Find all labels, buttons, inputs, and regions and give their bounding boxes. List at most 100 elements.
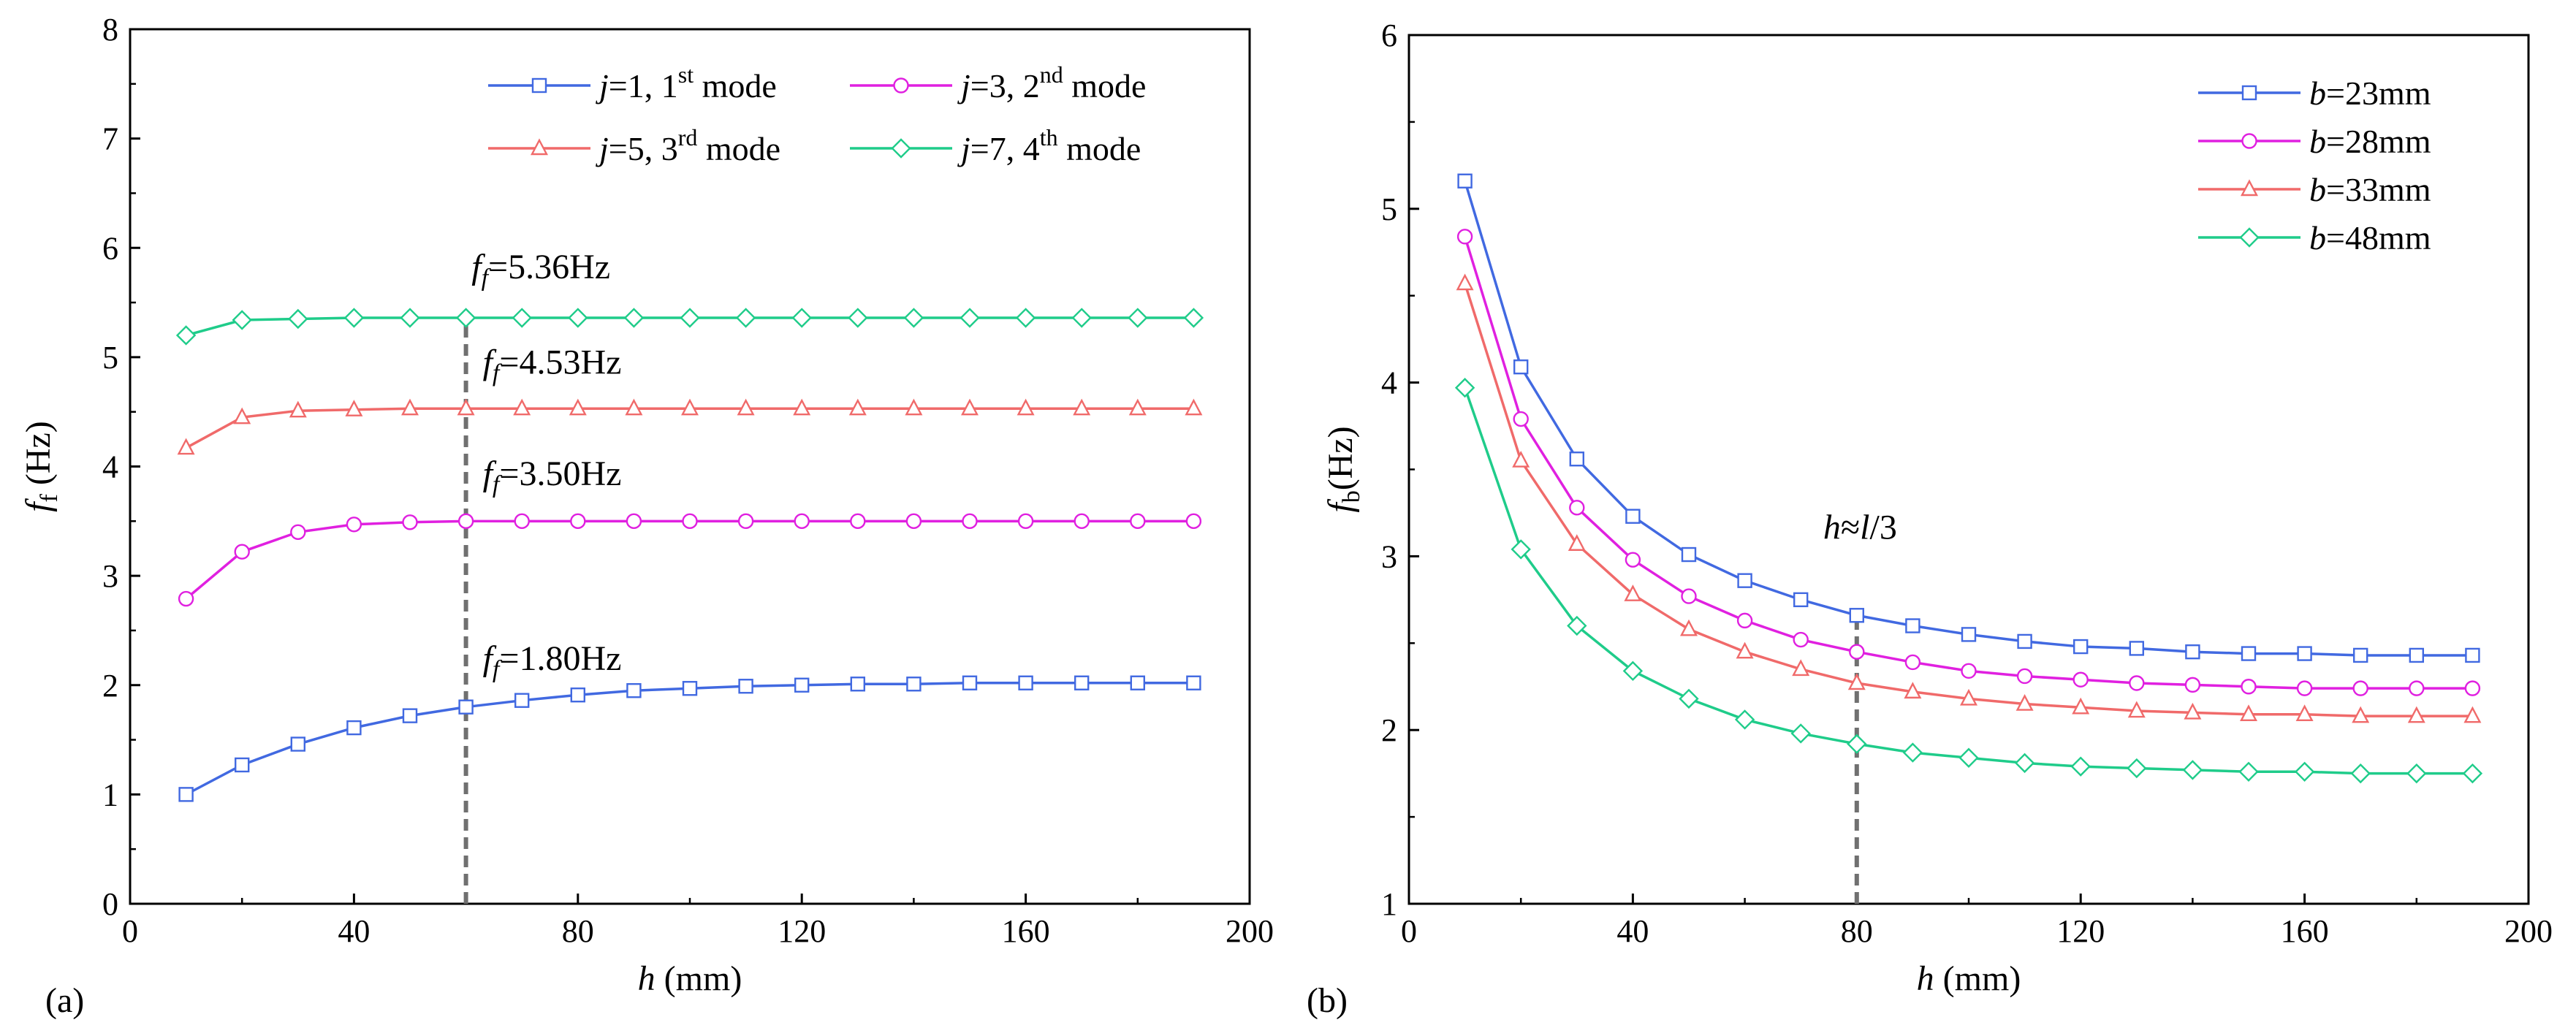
panel-b-series-3-point: [2352, 706, 2370, 723]
panel-a-series-4-point: [903, 308, 924, 328]
panel-b-series-1-point: [1569, 452, 1585, 467]
panel-b-legend-item-3: b=33mm: [2198, 171, 2431, 208]
panel-b-series-1-point: [1737, 573, 1752, 588]
panel-a-series-3-point: [513, 398, 531, 416]
panel-b-series-4: [1454, 378, 2483, 784]
panel-a-series-3-point: [177, 438, 195, 455]
panel-b-legend-swatch-marker: [2239, 227, 2260, 248]
panel-b-series-4-point: [2182, 760, 2203, 780]
panel-b-series-1-point: [2017, 633, 2032, 650]
panel-a-series-1-line: [185, 682, 1194, 796]
panel-b-series-3-point: [2127, 701, 2146, 718]
panel-b-series-1-point: [1513, 359, 1529, 375]
panel-b-series-4-point: [2070, 756, 2091, 777]
panel-b-series-1-point: [1961, 627, 1977, 642]
panel-b-series-1-point: [2072, 639, 2089, 655]
panel-a-series-1-point: [794, 677, 810, 693]
panel-b-series-2-point: [2464, 680, 2481, 696]
panel-a-series-1-point: [738, 679, 753, 694]
panel-b-series-3-point: [1736, 641, 1754, 659]
panel-a-xtick-label: 120: [778, 913, 826, 949]
panel-a-legend-label: j=3, 2nd mode: [957, 61, 1146, 104]
panel-a-series-1-point: [570, 688, 585, 703]
panel-a-xtick-label: 80: [562, 913, 594, 949]
panel-b-series-1-point: [2352, 647, 2368, 663]
panel-b-legend-swatch-marker: [2241, 85, 2257, 101]
panel-a-annotation-1: ff=5.36Hz: [471, 248, 610, 292]
panel-b-series-1-point: [1457, 173, 1473, 188]
panel-b-series-3-point: [1456, 273, 1474, 291]
panel-b-xtick-label: 120: [2056, 913, 2105, 949]
panel-b-y-axis-label: fb(Hz): [1321, 426, 1365, 512]
panel-a-series-4-point: [1183, 308, 1204, 328]
panel-a-series-3-point: [793, 398, 811, 416]
panel-a-series-2-point: [737, 513, 754, 530]
panel-a-series-4-point: [232, 310, 252, 330]
panel-a-x-axis-label: h (mm): [638, 959, 742, 998]
panel-a-series-1-point: [1186, 675, 1201, 690]
panel-a-series-4-point: [455, 308, 476, 328]
panel-b-ytick-label: 2: [1381, 712, 1397, 748]
panel-b-series-2-point: [1569, 500, 1585, 516]
panel-b-series-3-point: [1568, 534, 1586, 551]
panel-b-series-2-point: [2296, 680, 2313, 696]
panel-a-series-2-point: [794, 513, 810, 530]
panel-a-series-2-point: [514, 513, 530, 530]
panel-a-legend-label: j=7, 4th mode: [957, 124, 1141, 167]
panel-a-series-2-point: [1185, 513, 1202, 530]
panel-a-series-3-point: [848, 398, 867, 416]
panel-a-series-1: [178, 675, 1201, 802]
panel-b-series-2-point: [1736, 612, 1753, 629]
panel-a-xtick-label: 160: [1002, 913, 1050, 949]
panel-b-series-2-point: [2184, 677, 2201, 693]
panel-b-series-3-point: [2015, 693, 2034, 711]
panel-a-series-1-point: [1018, 675, 1033, 690]
panel-a-series-3-point: [737, 398, 755, 416]
panel-a-series-1-point: [1074, 675, 1090, 690]
panel-a-legend-item-2: j=3, 2nd mode: [850, 61, 1146, 104]
panel-b-series-4-point: [2462, 763, 2483, 784]
panel-a-series-4-point: [848, 308, 868, 328]
panel-a-series-4-point: [288, 308, 308, 330]
panel-b-series-1-point: [1849, 608, 1865, 623]
panel-a-xtick-label: 40: [338, 913, 370, 949]
panel-a-series-2-point: [850, 513, 866, 530]
panel-b-series-4-point: [2294, 761, 2315, 782]
panel-a-series-4: [175, 308, 1204, 346]
panel-b-series-1-point: [1905, 618, 1920, 633]
panel-a-series-2-point: [905, 513, 922, 530]
panel-a-series-4-point: [400, 308, 420, 328]
panel-a-series-1-point: [682, 681, 698, 696]
panel-b-series-2-point: [1681, 588, 1697, 604]
panel-a-series-2-point: [1130, 513, 1146, 530]
panel-a-series-1-point: [178, 787, 194, 802]
panel-b-series-1-point: [1793, 592, 1809, 608]
panel-a-series-1-point: [962, 675, 978, 690]
panel-a-series-1-point: [346, 720, 362, 736]
panel-a-legend-swatch-marker: [891, 138, 911, 159]
panel-a-series-4-point: [1071, 308, 1092, 328]
panel-a-series-4-point: [175, 325, 197, 346]
panel-a-series-3-point: [961, 398, 979, 416]
panel-b-series-3-point: [2240, 704, 2257, 721]
panel-a-ytick-label: 0: [102, 886, 118, 922]
panel-b-series-2-point: [1961, 663, 1977, 679]
panel-a-xtick-label: 200: [1226, 913, 1274, 949]
panel-a-series-3-point: [457, 398, 475, 416]
panel-a-series-3-point: [233, 407, 251, 424]
panel-b-series-2: [1456, 229, 2481, 696]
panel-a-ytick-label: 6: [102, 230, 118, 266]
panel-a-series-3-point: [1185, 398, 1203, 416]
panel-a-legend-item-4: j=7, 4th mode: [850, 124, 1141, 167]
panel-a-series-4-point: [791, 308, 812, 328]
panel-b-chart: 0 40 80 120 160 200 1 2 3 4 5 6 h (mm) fb(Hz) (b) h≈l/3…: [1307, 18, 2553, 1020]
panel-b-x-axis-label: h (mm): [1917, 959, 2021, 998]
panel-b-series-4-point: [2350, 763, 2371, 784]
panel-a-series-1-point: [402, 708, 418, 723]
panel-b-series-4-point: [2238, 761, 2259, 782]
panel-a-series-2-point: [457, 513, 474, 530]
panel-b-series-2-point: [2016, 668, 2033, 685]
panel-b-legend-item-1: b=23mm: [2198, 75, 2431, 112]
panel-b-series-4-point: [2014, 753, 2035, 774]
panel-a-legend-swatch-marker: [531, 77, 547, 94]
